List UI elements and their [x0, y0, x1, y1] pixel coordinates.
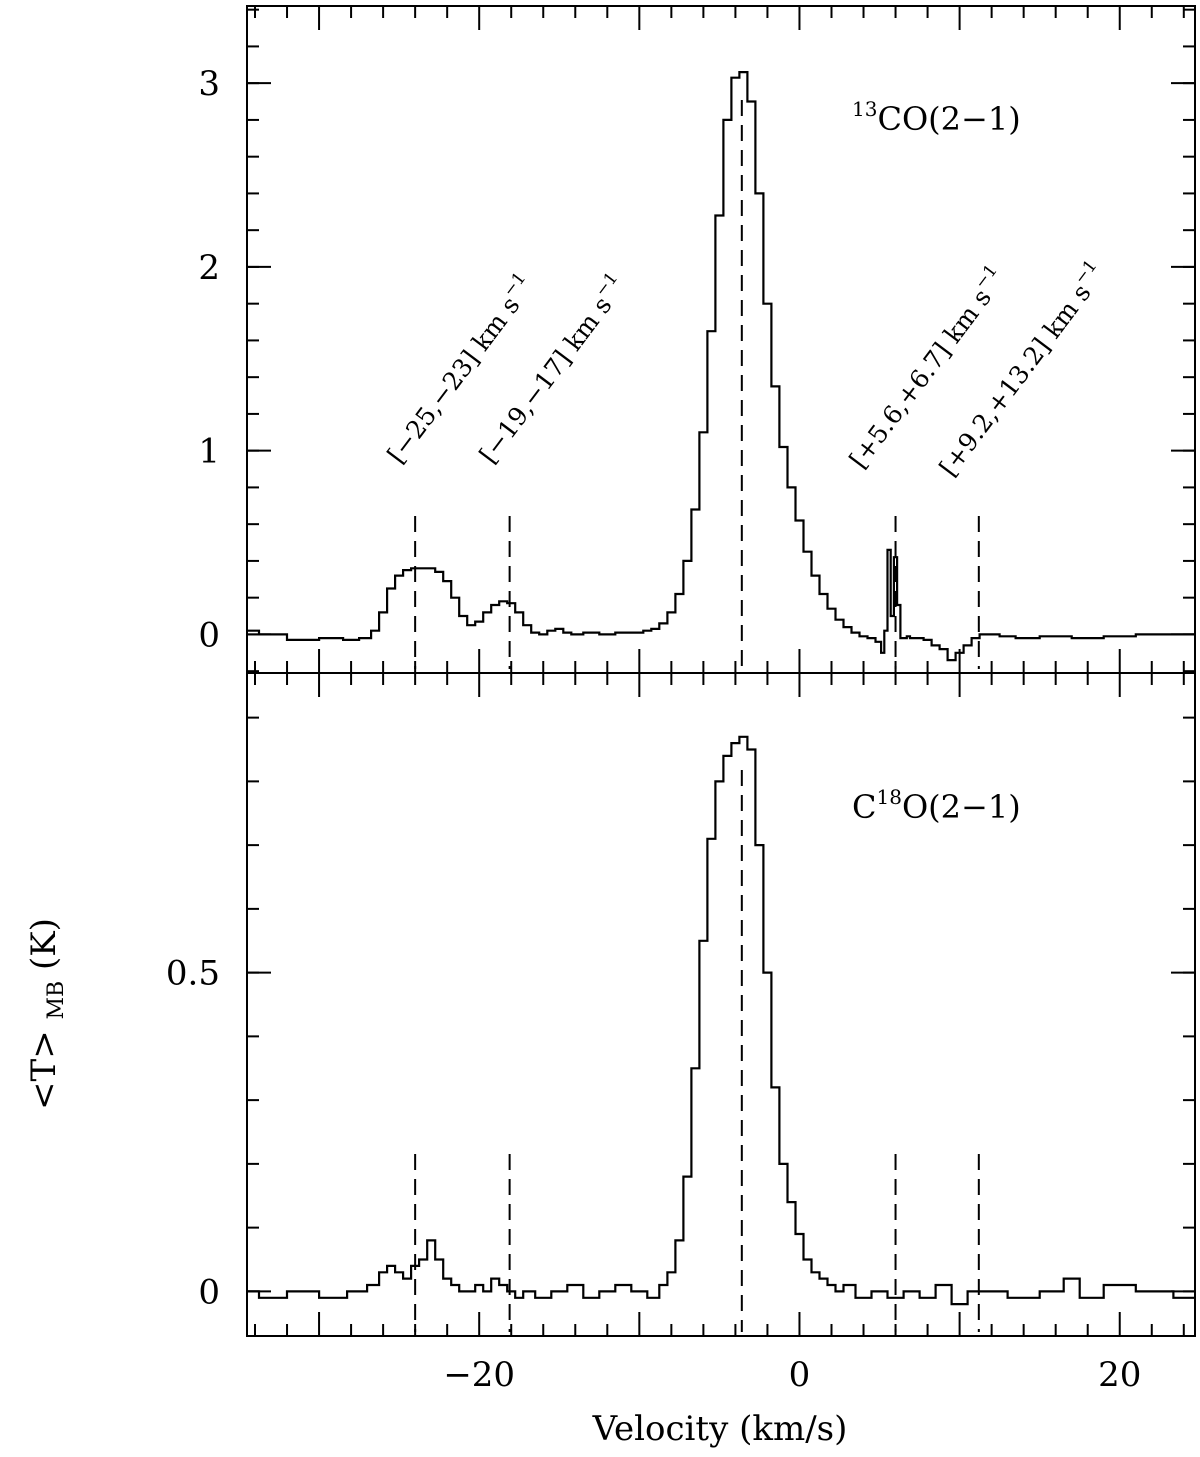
x-tick-label: 20 — [1098, 1355, 1141, 1395]
spectrum-line — [247, 735, 1195, 1306]
x-tick-label: 0 — [789, 1355, 811, 1395]
panel-label: 13CO(2−1) — [852, 97, 1021, 138]
panel-c18o: 0 0.5 C18O(2−1) — [166, 672, 1196, 1337]
y-tick-label: 2 — [198, 248, 220, 288]
velocity-range-label: [−19,−17] km s−1 — [470, 269, 632, 469]
y-axis-title: <T> MB (K) — [24, 918, 69, 1110]
x-axis: −20 0 20 — [443, 1355, 1141, 1395]
panel-frame — [246, 672, 1196, 1337]
y-tick-label: 0.5 — [166, 954, 220, 994]
y-tick-label: 0 — [198, 1272, 220, 1312]
panel-label: C18O(2−1) — [852, 785, 1021, 826]
x-axis-title: Velocity (km/s) — [592, 1409, 848, 1449]
y-tick-label: 3 — [198, 64, 220, 104]
y-tick-label: 1 — [198, 432, 220, 472]
spectrum-line — [247, 71, 1195, 662]
velocity-range-label: [+9.2,+13.2] km s−1 — [930, 256, 1111, 481]
y-tick-label: 0 — [198, 615, 220, 655]
x-tick-label: −20 — [443, 1355, 515, 1395]
